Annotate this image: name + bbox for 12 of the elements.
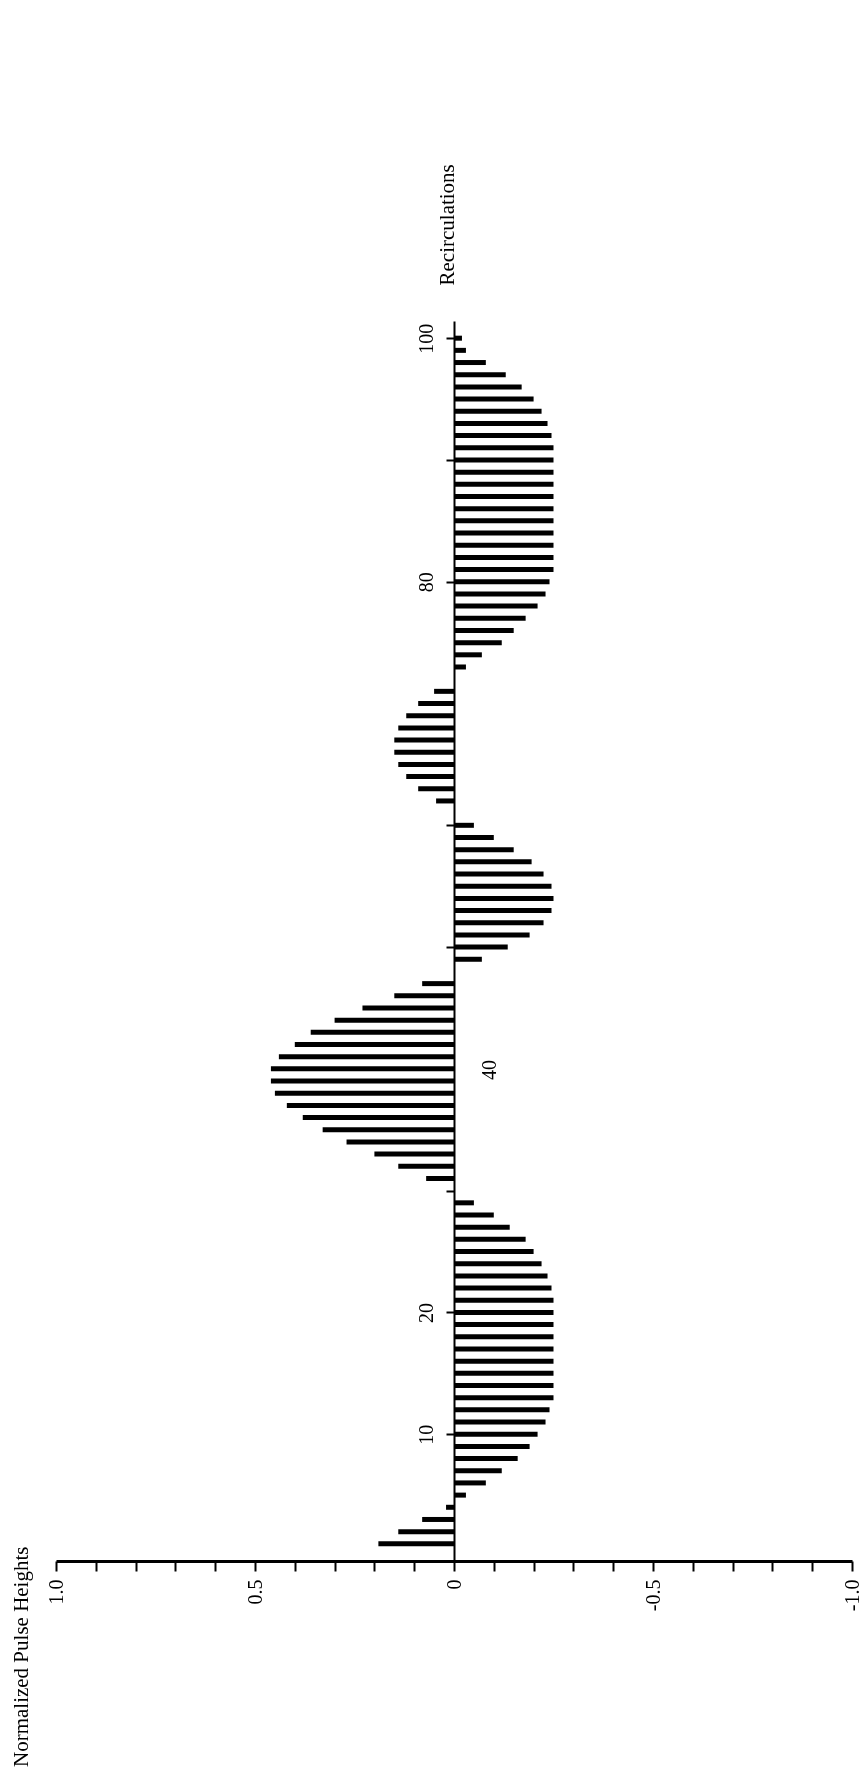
x-tick-label: -0.5	[641, 1579, 664, 1612]
x-tick-label: -1.0	[840, 1579, 861, 1612]
x-tick-label: 0	[442, 1579, 465, 1590]
x-tick-label: 1.0	[44, 1579, 67, 1605]
annotation: 40	[478, 1060, 500, 1080]
y-tick-label: 20	[414, 1302, 437, 1323]
y-tick-label: 80	[414, 572, 437, 593]
y-axis-title: Recirculations	[434, 164, 459, 286]
y-tick-label: 100	[414, 323, 437, 354]
y-tick-label: 10	[414, 1424, 437, 1445]
x-tick-label: 0.5	[243, 1579, 266, 1605]
text: Normalized Pulse Heights	[9, 1546, 33, 1767]
